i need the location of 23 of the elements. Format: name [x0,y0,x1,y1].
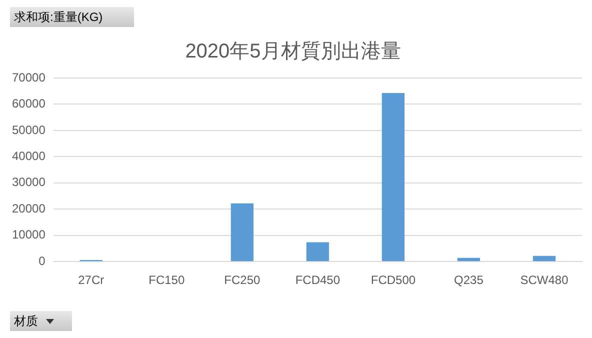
bar [532,256,556,262]
text: 求和项:重量(KG) [10,7,134,27]
x-tick-label: FC150 [148,273,185,288]
y-tick-label: 30000 [12,175,46,190]
x-tick-label: FCD450 [295,273,340,288]
bar [230,203,254,262]
y-tick-label: 0 [38,254,46,268]
y-tick-label: 40000 [12,149,46,163]
x-tick-label: SCW480 [520,273,569,288]
bar [457,258,480,262]
y-tick-label: 60000 [12,96,46,111]
y-tick-label: 50000 [12,122,46,137]
x-tick-label: FC250 [224,273,260,288]
x-tick-label: FCD500 [370,273,416,288]
chart-title: 2020年5月材質別出港量 [185,40,401,63]
y-tick-label: 10000 [12,228,46,242]
bar [382,92,405,262]
x-tick-label: Q235 [454,273,484,288]
x-tick-label: 27Cr [78,273,104,288]
bar [306,242,330,262]
y-tick-label: 20000 [12,201,46,216]
y-tick-label: 70000 [12,70,46,84]
text: 材质 [10,311,72,331]
